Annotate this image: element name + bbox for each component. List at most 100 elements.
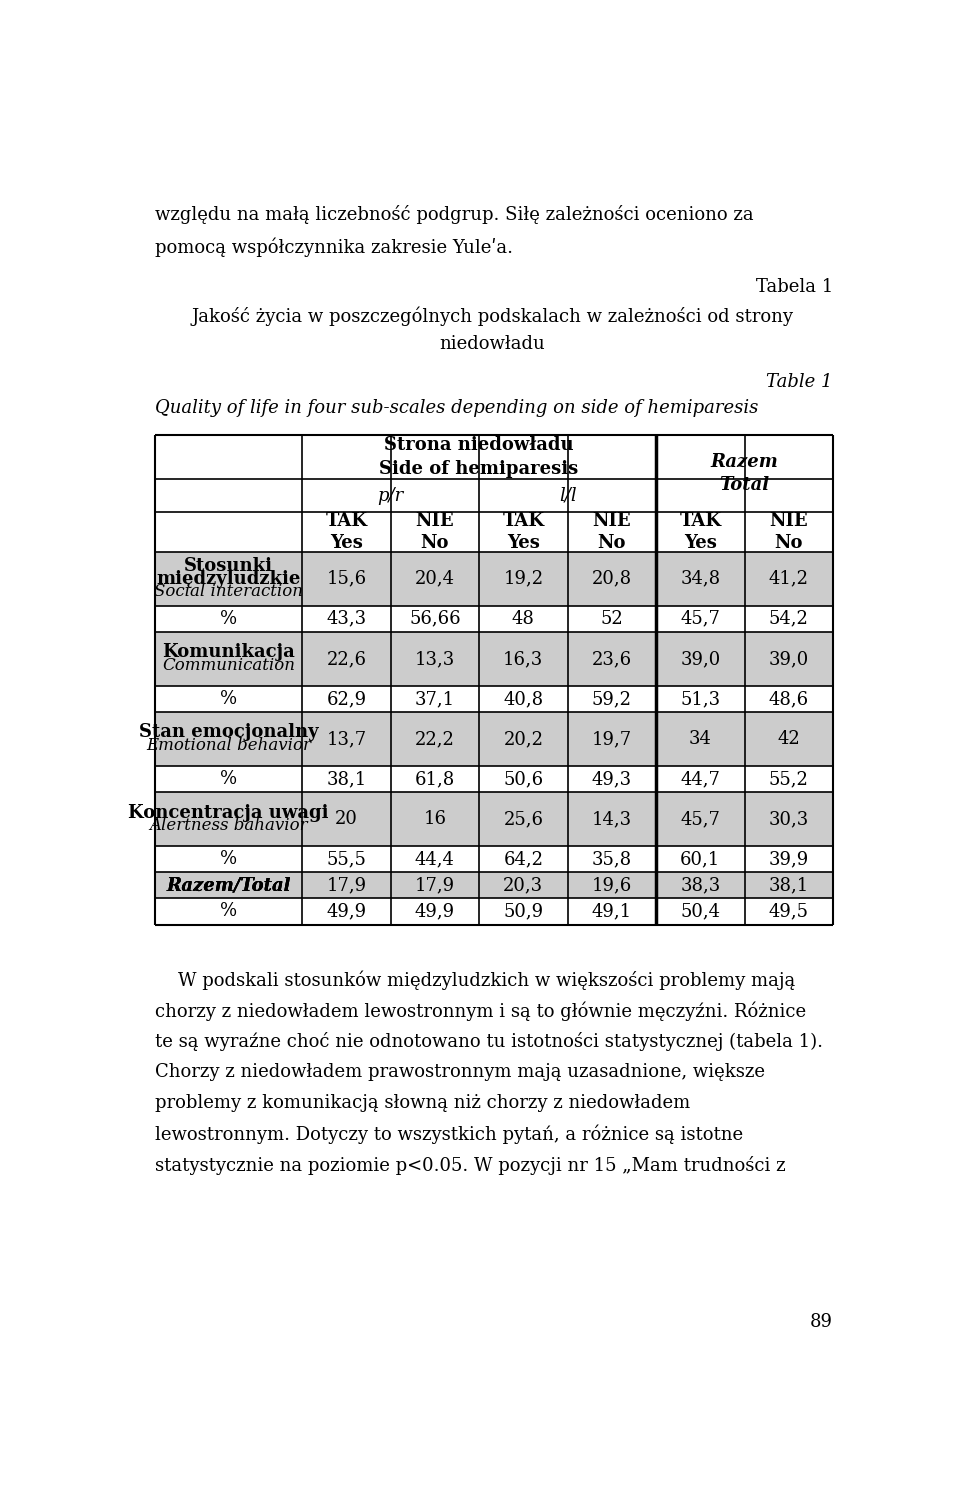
Text: TAK
Yes: TAK Yes: [325, 512, 368, 551]
Text: Komunikacja: Komunikacja: [162, 643, 295, 661]
Text: Quality of life in four sub-scales depending on side of hemiparesis: Quality of life in four sub-scales depen…: [155, 399, 758, 417]
Text: 48: 48: [512, 610, 535, 628]
Text: Stan emocjonalny: Stan emocjonalny: [138, 723, 319, 741]
Text: międzyludzkie: międzyludzkie: [156, 569, 300, 587]
Text: 49,1: 49,1: [591, 902, 632, 920]
Text: 52: 52: [600, 610, 623, 628]
Text: %: %: [220, 770, 237, 788]
Text: Stosunki: Stosunki: [184, 557, 273, 575]
Text: 35,8: 35,8: [591, 849, 632, 867]
Text: NIE
No: NIE No: [770, 512, 808, 551]
Text: 39,9: 39,9: [769, 849, 809, 867]
Bar: [155, 872, 833, 899]
Text: 50,4: 50,4: [681, 902, 720, 920]
Text: 60,1: 60,1: [680, 849, 720, 867]
Text: 59,2: 59,2: [591, 690, 632, 708]
Text: 19,2: 19,2: [503, 569, 543, 587]
Text: 19,6: 19,6: [591, 876, 632, 895]
Text: Alertness bahavior: Alertness bahavior: [149, 818, 308, 834]
Text: 44,4: 44,4: [415, 849, 455, 867]
Text: 38,3: 38,3: [680, 876, 720, 895]
Text: 20: 20: [335, 810, 358, 828]
Text: 64,2: 64,2: [503, 849, 543, 867]
Text: %: %: [220, 610, 237, 628]
Text: 40,8: 40,8: [503, 690, 543, 708]
Text: Razem/​Total: Razem/​Total: [166, 876, 291, 895]
Text: 20,8: 20,8: [591, 569, 632, 587]
Text: 30,3: 30,3: [769, 810, 809, 828]
Text: 62,9: 62,9: [326, 690, 367, 708]
Text: Chorzy z niedowładem prawostronnym mają uzasadnione, większe: Chorzy z niedowładem prawostronnym mają …: [155, 1063, 765, 1081]
Text: 39,0: 39,0: [769, 651, 809, 667]
Text: 49,5: 49,5: [769, 902, 808, 920]
Text: te są wyraźne choć nie odnotowano tu istotności statystycznej (tabela 1).: te są wyraźne choć nie odnotowano tu ist…: [155, 1032, 823, 1051]
Text: %: %: [220, 690, 237, 708]
Text: Tabela 1: Tabela 1: [756, 277, 833, 295]
Text: 38,1: 38,1: [326, 770, 367, 788]
Text: 22,2: 22,2: [415, 730, 455, 748]
Text: 17,9: 17,9: [326, 876, 367, 895]
Text: 56,66: 56,66: [409, 610, 461, 628]
Text: chorzy z niedowładem lewostronnym i są to głównie męczyźni. Różnice: chorzy z niedowładem lewostronnym i są t…: [155, 1001, 806, 1021]
Bar: [155, 685, 833, 712]
Text: Razem
Total: Razem Total: [710, 452, 779, 494]
Text: 20,4: 20,4: [415, 569, 455, 587]
Text: 15,6: 15,6: [326, 569, 367, 587]
Text: 55,2: 55,2: [769, 770, 808, 788]
Text: 37,1: 37,1: [415, 690, 455, 708]
Bar: [155, 435, 833, 551]
Text: 38,1: 38,1: [769, 876, 809, 895]
Text: 16: 16: [423, 810, 446, 828]
Text: statystycznie na poziomie p<0.05. W pozycji nr 15 „Mam trudności z: statystycznie na poziomie p<0.05. W pozy…: [155, 1155, 785, 1175]
Text: 13,3: 13,3: [415, 651, 455, 667]
Text: W podskali stosunków międzyludzkich w większości problemy mają: W podskali stosunków międzyludzkich w wi…: [155, 971, 795, 991]
Text: Koncentracja uwagi: Koncentracja uwagi: [129, 804, 328, 821]
Bar: [155, 767, 833, 792]
Text: l/l: l/l: [559, 486, 576, 505]
Text: Razem/⁠Total: Razem/⁠Total: [166, 876, 291, 895]
Text: 50,9: 50,9: [503, 902, 543, 920]
Bar: [155, 551, 833, 605]
Bar: [155, 605, 833, 633]
Text: TAK
Yes: TAK Yes: [680, 512, 721, 551]
Text: 44,7: 44,7: [681, 770, 720, 788]
Text: 34: 34: [689, 730, 711, 748]
Bar: [155, 846, 833, 872]
Text: 20,3: 20,3: [503, 876, 543, 895]
Text: 41,2: 41,2: [769, 569, 808, 587]
Text: 42: 42: [778, 730, 800, 748]
Text: Strona niedowładu
Side of hemiparesis: Strona niedowładu Side of hemiparesis: [379, 437, 579, 477]
Text: 49,9: 49,9: [326, 902, 367, 920]
Text: TAK
Yes: TAK Yes: [502, 512, 544, 551]
Text: 51,3: 51,3: [681, 690, 720, 708]
Text: 23,6: 23,6: [591, 651, 632, 667]
Text: 22,6: 22,6: [326, 651, 367, 667]
Text: 48,6: 48,6: [769, 690, 809, 708]
Text: %: %: [220, 902, 237, 920]
Bar: [155, 792, 833, 846]
Text: p/r: p/r: [377, 486, 404, 505]
Text: 34,8: 34,8: [681, 569, 720, 587]
Text: względu na małą liczebność podgrup. Siłę zależności oceniono za: względu na małą liczebność podgrup. Siłę…: [155, 205, 754, 224]
Text: 13,7: 13,7: [326, 730, 367, 748]
Text: 50,6: 50,6: [503, 770, 543, 788]
Text: 43,3: 43,3: [326, 610, 367, 628]
Text: pomocą współczynnika zakresie Yuleʹa.: pomocą współczynnika zakresie Yuleʹa.: [155, 238, 513, 258]
Text: 49,9: 49,9: [415, 902, 455, 920]
Text: 89: 89: [810, 1313, 833, 1331]
Text: NIE
No: NIE No: [592, 512, 631, 551]
Bar: [155, 899, 833, 925]
Text: lewostronnym. Dotyczy to wszystkich pytań, a różnice są istotne: lewostronnym. Dotyczy to wszystkich pyta…: [155, 1125, 743, 1145]
Text: 45,7: 45,7: [681, 610, 720, 628]
Text: Jakość życia w poszczególnych podskalach w zależności od strony: Jakość życia w poszczególnych podskalach…: [191, 307, 793, 327]
Text: niedowładu: niedowładu: [439, 334, 545, 352]
Text: Table 1: Table 1: [766, 373, 833, 392]
Bar: [155, 633, 833, 685]
Text: 39,0: 39,0: [680, 651, 720, 667]
Text: 20,2: 20,2: [503, 730, 543, 748]
Text: Emotional behavior: Emotional behavior: [146, 736, 311, 755]
Text: 16,3: 16,3: [503, 651, 543, 667]
Text: 55,5: 55,5: [326, 849, 367, 867]
Text: Social interaction: Social interaction: [154, 583, 303, 601]
Text: 61,8: 61,8: [415, 770, 455, 788]
